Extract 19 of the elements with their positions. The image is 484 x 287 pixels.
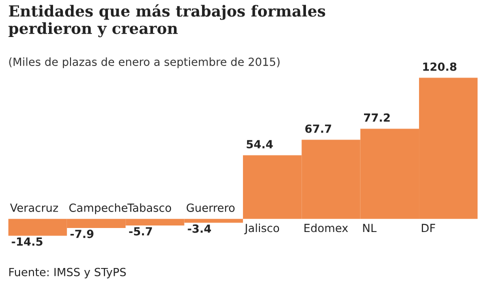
x-tick-label: DF (422, 224, 436, 232)
data-label: -7.9 (70, 230, 94, 238)
data-label: 54.4 (246, 140, 273, 148)
x-tick-label: Veracruz (10, 204, 58, 212)
x-tick-label: Edomex (304, 224, 348, 232)
data-label: 120.8 (423, 62, 456, 71)
x-tick-label: NL (363, 224, 377, 232)
data-label: -5.7 (129, 227, 152, 236)
data-label: -3.4 (188, 224, 211, 233)
x-tick-label: Guerrero (186, 204, 235, 212)
data-label: 77.2 (364, 113, 390, 122)
data-label: -14.5 (12, 238, 42, 246)
x-tick-label: Tabasco (127, 203, 172, 212)
chart-title: Entidades que más trabajos formales perdieron y crearon (8, 4, 326, 38)
data-label: 67.7 (305, 124, 332, 133)
x-tick-label: Jalisco (244, 224, 280, 234)
x-tick-label: Campeche (69, 203, 128, 214)
source-note: Fuente: IMSS y STyPS (9, 268, 126, 278)
chart-subtitle: (Miles de plazas de enero a septiembre de 2015) (9, 57, 280, 68)
